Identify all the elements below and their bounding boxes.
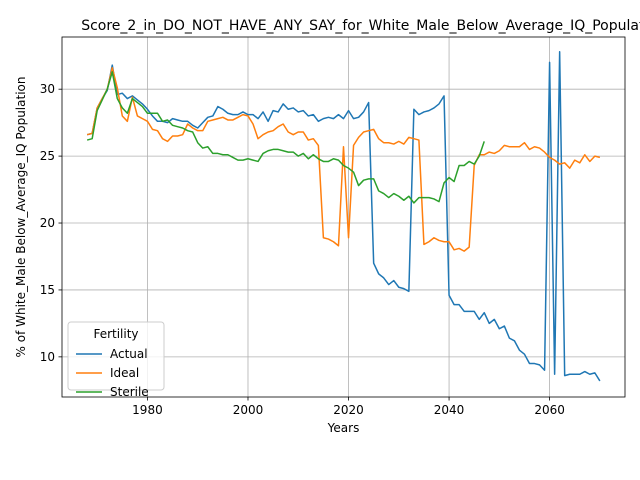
series-line-sterile [86,71,485,204]
x-tick-label: 1980 [132,403,163,417]
y-axis-label: % of White_Male Below_Average_IQ Populat… [14,77,28,358]
plot-frame [61,36,626,398]
y-tick-label: 25 [40,149,55,163]
series-line-actual [86,50,601,382]
x-tick-label: 2000 [233,403,264,417]
y-tick-label: 20 [40,216,55,230]
x-tick-label: 2020 [333,403,364,417]
legend-title: Fertility [93,327,138,341]
chart-title: Score_2_in_DO_NOT_HAVE_ANY_SAY_for_White… [81,18,640,34]
x-axis-ticks: 1980 2000 2020 2040 2060 [132,397,565,417]
x-axis-label: Years [327,421,360,435]
legend: Fertility Actual Ideal Sterile [67,321,165,399]
series-lines [86,50,601,382]
legend-label-sterile: Sterile [110,385,149,399]
y-tick-label: 30 [40,82,55,96]
y-axis-ticks: 10 15 20 25 30 [40,82,62,364]
x-tick-label: 2060 [534,403,565,417]
series-line-ideal [86,67,601,252]
legend-label-ideal: Ideal [110,366,139,380]
legend-label-actual: Actual [110,347,148,361]
y-tick-label: 15 [40,283,55,297]
x-tick-label: 2040 [434,403,465,417]
y-tick-label: 10 [40,350,55,364]
legend-items: Actual Ideal Sterile [76,347,149,399]
